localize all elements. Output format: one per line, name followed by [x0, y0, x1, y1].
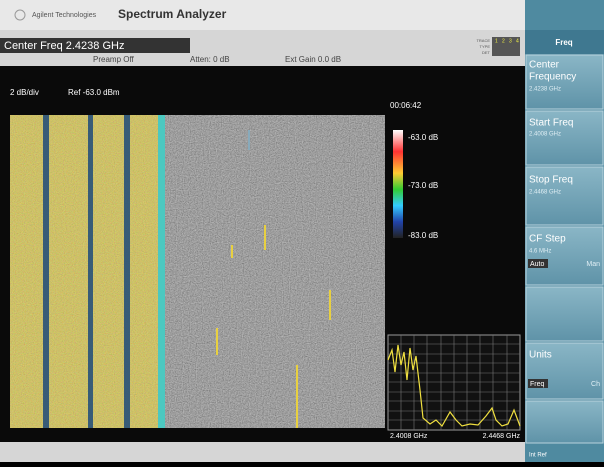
- trace-number: 3: [509, 38, 512, 44]
- bursts: [216, 130, 331, 428]
- title-bar: [0, 0, 525, 30]
- center-freq-box: [0, 38, 190, 53]
- option-selected[interactable]: [528, 379, 548, 388]
- trace-number: 1: [495, 38, 498, 44]
- softkey-label[interactable]: Frequency: [529, 72, 576, 83]
- softkey-value[interactable]: 4.6 MHz: [529, 249, 551, 255]
- softkey[interactable]: [525, 286, 604, 342]
- logo: [14, 9, 26, 21]
- trace-number: 2: [502, 38, 505, 44]
- trace-box: [492, 37, 520, 56]
- softkey[interactable]: Start Freq 2.4008 GHz: [525, 110, 604, 166]
- stripe: [88, 115, 93, 428]
- softkey-value[interactable]: 2.4238 GHz: [529, 87, 561, 93]
- ext-gain: Ext Gain 0.0 dB: [285, 55, 341, 64]
- softkey-label[interactable]: CF Step: [529, 234, 566, 245]
- stripe: [158, 115, 165, 428]
- type-label: TYPE: [480, 44, 491, 49]
- softkey[interactable]: CF Step 4.6 MHz Auto Man: [525, 226, 604, 286]
- softkey-bg[interactable]: [525, 342, 604, 400]
- int-ref: Int Ref: [529, 453, 547, 459]
- softkey-option[interactable]: Auto: [530, 261, 545, 268]
- softkey[interactable]: [525, 400, 604, 444]
- softkey[interactable]: Center Frequency 2.4238 GHz: [525, 54, 604, 110]
- softkey-label[interactable]: Units: [529, 350, 552, 361]
- trace-number: 4: [516, 38, 519, 44]
- brand: Agilent Technologies: [32, 12, 97, 19]
- option-selected[interactable]: [528, 259, 548, 268]
- scale: 2 dB/div: [10, 88, 39, 97]
- preamp: Preamp Off: [93, 55, 135, 64]
- softkey-option[interactable]: Man: [586, 261, 600, 268]
- span-start: 2.4008 GHz: [390, 433, 428, 440]
- signal-texture: [10, 115, 165, 428]
- spectrogram: [10, 115, 385, 428]
- app-title: Spectrum Analyzer: [118, 7, 227, 21]
- spectrum-trace: [387, 344, 521, 427]
- softkey-bg[interactable]: [525, 110, 604, 166]
- softkey-bg[interactable]: [525, 54, 604, 110]
- softkey[interactable]: Stop Freq 2.4468 GHz: [525, 166, 604, 226]
- span-stop: 2.4468 GHz: [483, 433, 521, 440]
- status-bar: [0, 442, 525, 462]
- softkey-label[interactable]: Center: [529, 60, 560, 71]
- softkey-bg[interactable]: [525, 286, 604, 342]
- center-freq: Center Freq 2.4238 GHz: [4, 40, 124, 52]
- colorbar-label: -83.0 dB: [408, 231, 438, 240]
- menu-title: Freq: [555, 38, 572, 47]
- softkey-value[interactable]: 2.4008 GHz: [529, 132, 561, 138]
- stripe: [43, 115, 49, 428]
- colorbar-label: -63.0 dB: [408, 133, 438, 142]
- elapsed-time: 00:06:42: [390, 101, 422, 110]
- softkey-option[interactable]: Ch: [591, 381, 600, 388]
- plot-grid: [388, 335, 520, 430]
- atten: Atten: 0 dB: [190, 55, 230, 64]
- colorbar-label: -73.0 dB: [408, 181, 438, 190]
- det-label: DET: [482, 50, 491, 55]
- trace-label: TRACE: [476, 38, 490, 43]
- spectrum-plot: [387, 334, 521, 431]
- softkey[interactable]: Units Freq Ch: [525, 342, 604, 400]
- stripe: [124, 115, 130, 428]
- ref-level: Ref -63.0 dBm: [68, 88, 120, 97]
- softkey-bg[interactable]: [525, 166, 604, 226]
- softkey-option[interactable]: Freq: [530, 381, 545, 388]
- softkey-bg[interactable]: [525, 400, 604, 444]
- softkey-label[interactable]: Stop Freq: [529, 175, 573, 186]
- softkey-bg[interactable]: [525, 226, 604, 286]
- color-bar: [393, 130, 403, 238]
- softkey-label[interactable]: Start Freq: [529, 118, 573, 129]
- noise-floor: [165, 115, 385, 428]
- softkey-value[interactable]: 2.4468 GHz: [529, 190, 561, 196]
- menu-title-bar: [525, 30, 604, 54]
